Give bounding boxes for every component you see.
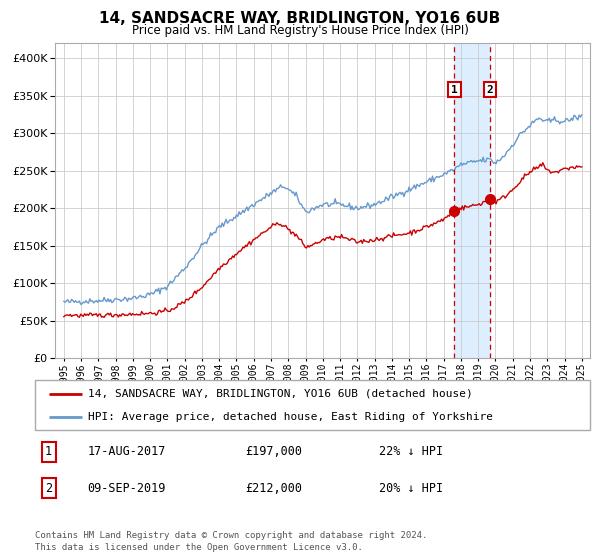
Text: 1: 1 <box>451 85 458 95</box>
Text: 2: 2 <box>487 85 493 95</box>
Text: £212,000: £212,000 <box>246 482 303 495</box>
Text: 2: 2 <box>45 482 52 495</box>
Text: 17-AUG-2017: 17-AUG-2017 <box>88 445 166 459</box>
Text: 1: 1 <box>45 445 52 459</box>
Text: Price paid vs. HM Land Registry's House Price Index (HPI): Price paid vs. HM Land Registry's House … <box>131 24 469 36</box>
Bar <box>454 43 490 358</box>
Text: Contains HM Land Registry data © Crown copyright and database right 2024.: Contains HM Land Registry data © Crown c… <box>35 531 427 540</box>
Text: This data is licensed under the Open Government Licence v3.0.: This data is licensed under the Open Gov… <box>35 543 362 552</box>
Text: 14, SANDSACRE WAY, BRIDLINGTON, YO16 6UB: 14, SANDSACRE WAY, BRIDLINGTON, YO16 6UB <box>100 11 500 26</box>
Text: 09-SEP-2019: 09-SEP-2019 <box>88 482 166 495</box>
Text: 20% ↓ HPI: 20% ↓ HPI <box>379 482 443 495</box>
Text: 22% ↓ HPI: 22% ↓ HPI <box>379 445 443 459</box>
Text: £197,000: £197,000 <box>246 445 303 459</box>
Text: 14, SANDSACRE WAY, BRIDLINGTON, YO16 6UB (detached house): 14, SANDSACRE WAY, BRIDLINGTON, YO16 6UB… <box>88 389 472 399</box>
Text: HPI: Average price, detached house, East Riding of Yorkshire: HPI: Average price, detached house, East… <box>88 413 493 422</box>
